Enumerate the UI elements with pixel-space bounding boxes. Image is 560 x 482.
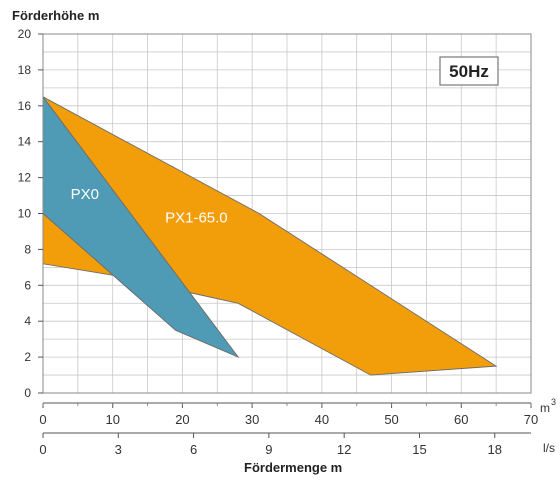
y-tick-label: 16 [18, 99, 32, 113]
axes: 0 2 4 6 8 10 12 14 16 18 20 0 10 20 30 40 50 60 70 0 3 6 9 12 15… [18, 27, 539, 457]
x-tick-label: 40 [315, 412, 329, 427]
y-tick-label: 12 [18, 171, 32, 185]
x-tick-label: 10 [105, 412, 119, 427]
y-tick-label: 4 [24, 314, 31, 328]
y-tick-label: 10 [18, 207, 32, 221]
x-tick-label: 70 [524, 412, 538, 427]
x2-tick-label: 3 [115, 442, 122, 457]
x-tick-label: 60 [454, 412, 468, 427]
x2-tick-label: 15 [412, 442, 426, 457]
y-tick-label: 2 [24, 350, 31, 364]
labels: Förderhöhe m Fördermenge m m 3 l/s [12, 8, 556, 475]
series-label-px0: PX0 [71, 186, 99, 203]
x2-tick-label: 0 [39, 442, 46, 457]
x-tick-label: 20 [175, 412, 189, 427]
x-tick-label: 30 [245, 412, 259, 427]
frequency-badge: 50Hz [439, 56, 499, 86]
frequency-badge-text: 50Hz [449, 62, 489, 81]
x2-tick-label: 12 [337, 442, 351, 457]
x2-tick-label: 18 [488, 442, 502, 457]
y-tick-label: 20 [18, 27, 32, 41]
x-axis-unit-top: m [540, 401, 550, 415]
x-tick-label: 50 [384, 412, 398, 427]
y-tick-label: 0 [24, 386, 31, 400]
x-axis-unit-bottom: l/s [543, 441, 555, 455]
series-label-px1-65-0: PX1-65.0 [165, 209, 228, 226]
x-tick-label: 0 [39, 412, 46, 427]
y-axis-title: Förderhöhe m [12, 8, 99, 23]
y-tick-label: 6 [24, 278, 31, 292]
y-tick-label: 18 [18, 63, 32, 77]
x-axis-title: Fördermenge m [244, 460, 342, 475]
x2-tick-label: 6 [190, 442, 197, 457]
y-tick-label: 14 [18, 135, 32, 149]
x-axis-unit-top-superscript: 3 [551, 397, 556, 407]
x2-tick-label: 9 [265, 442, 272, 457]
y-tick-label: 8 [24, 242, 31, 256]
